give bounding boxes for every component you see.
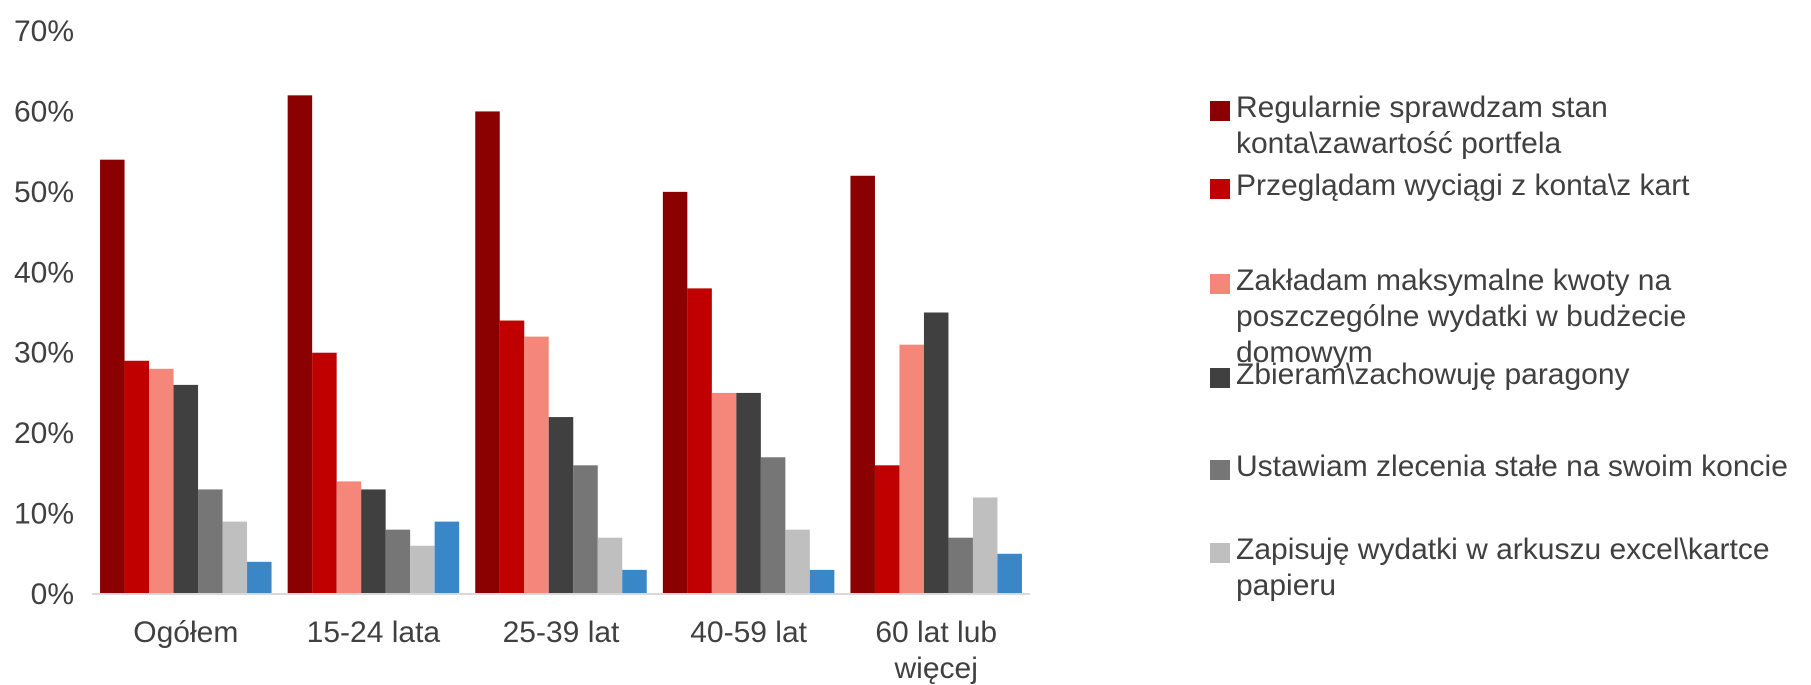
bar (336, 481, 362, 594)
bar (785, 529, 810, 594)
y-tick-label: 30% (14, 337, 74, 370)
bar (662, 191, 688, 594)
bar (410, 545, 435, 594)
bars (100, 95, 1022, 594)
x-category-label: 25-39 lat (503, 616, 620, 649)
bar (124, 360, 150, 594)
bar (312, 352, 337, 594)
bar (622, 569, 647, 594)
bar (198, 489, 223, 594)
y-tick-label: 70% (14, 15, 74, 48)
bar (287, 95, 313, 594)
legend-swatch (1210, 179, 1230, 199)
bar (850, 175, 875, 594)
legend-swatch (1210, 460, 1230, 480)
bar (247, 561, 272, 594)
x-category-label: 40-59 lat (690, 616, 807, 649)
bar (434, 521, 460, 594)
bar (997, 553, 1022, 594)
bar (736, 392, 761, 594)
bar (573, 465, 598, 594)
bar (972, 497, 998, 594)
bar (173, 384, 199, 594)
legend-swatch (1210, 101, 1230, 121)
bar (222, 521, 248, 594)
legend-label: Przeglądam wyciągi z konta\z kart (1236, 169, 1690, 202)
y-axis-ticks: 0% 10% 20% 30% 40% 50% 60% 70% (14, 15, 74, 611)
bar (899, 344, 924, 594)
bar (149, 368, 174, 594)
bar (597, 537, 623, 594)
bar (711, 392, 737, 594)
legend-label: Zapisuję wydatki w arkuszu excel\kartce … (1236, 533, 1770, 602)
legend: Regularnie sprawdzam stan konta\zawartoś… (1210, 0, 1810, 685)
x-category-label: Ogółem (133, 616, 238, 649)
legend-label: Zakładam maksymalne kwoty na poszczególn… (1236, 264, 1687, 369)
bar (548, 417, 574, 594)
bar (361, 489, 386, 594)
x-axis-category-labels: Ogółem 15-24 lata 25-39 lat 40-59 lat 60 lat… (133, 616, 997, 685)
x-category-label: 60 lat lub więcej (875, 616, 997, 685)
y-tick-label: 10% (14, 498, 74, 531)
bar (100, 159, 125, 594)
x-category-label: 15-24 lata (307, 616, 441, 649)
bar (687, 288, 712, 594)
y-tick-label: 0% (31, 578, 74, 611)
y-tick-label: 40% (14, 256, 74, 289)
y-tick-label: 60% (14, 95, 74, 128)
bar (760, 457, 786, 594)
bar (385, 529, 411, 594)
y-tick-label: 50% (14, 176, 74, 209)
legend-swatch (1210, 274, 1230, 294)
bar (923, 312, 949, 594)
bar (948, 537, 973, 594)
legend-swatch (1210, 543, 1230, 563)
y-tick-label: 20% (14, 417, 74, 450)
legend-label: Ustawiam zlecenia stałe na swoim koncie (1236, 450, 1788, 483)
bar (524, 336, 549, 594)
legend-label: Zbieram\zachowuję paragony (1236, 358, 1630, 391)
bar (809, 569, 835, 594)
bar (475, 111, 500, 594)
legend-swatch (1210, 368, 1230, 388)
bar (499, 320, 525, 594)
bar (874, 465, 900, 594)
legend-label: Regularnie sprawdzam stan konta\zawartoś… (1236, 91, 1608, 160)
